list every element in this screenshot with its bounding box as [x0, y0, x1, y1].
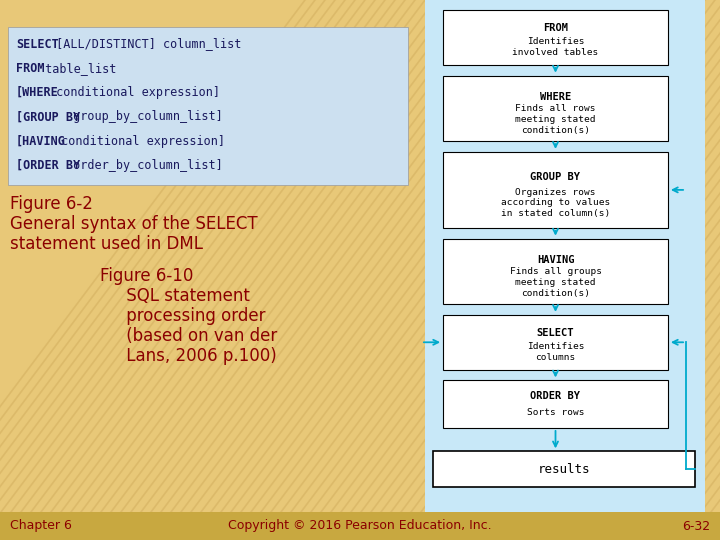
Text: SQL statement: SQL statement	[100, 287, 250, 305]
Bar	[443, 76, 668, 141]
Text: Finds all rows
meeting stated
condition(s): Finds all rows meeting stated condition(…	[516, 104, 595, 135]
Text: [GROUP BY: [GROUP BY	[16, 111, 80, 124]
Text: group_by_column_list]: group_by_column_list]	[66, 111, 222, 124]
Text: SELECT: SELECT	[16, 37, 59, 51]
Text: [ALL/DISTINCT] column_list: [ALL/DISTINCT] column_list	[49, 37, 241, 51]
Text: FROM: FROM	[543, 23, 568, 33]
Text: conditional expression]: conditional expression]	[49, 86, 220, 99]
Text: Finds all groups
meeting stated
condition(s): Finds all groups meeting stated conditio…	[510, 267, 601, 298]
Text: HAVING: HAVING	[536, 255, 575, 265]
Text: statement used in DML: statement used in DML	[10, 235, 203, 253]
Bar	[443, 380, 668, 428]
Text: Identifies
involved tables: Identifies involved tables	[513, 37, 598, 57]
Text: (based on van der: (based on van der	[100, 327, 277, 345]
Text: [WHERE: [WHERE	[16, 86, 59, 99]
Bar	[425, 0, 705, 512]
Text: Sorts rows: Sorts rows	[527, 408, 584, 417]
Text: ORDER BY: ORDER BY	[531, 391, 580, 401]
Bar	[443, 152, 668, 228]
Text: Copyright © 2016 Pearson Education, Inc.: Copyright © 2016 Pearson Education, Inc.	[228, 519, 492, 532]
Text: GROUP BY: GROUP BY	[531, 172, 580, 182]
Text: WHERE: WHERE	[540, 92, 571, 102]
Bar	[0, 512, 720, 540]
Text: [ORDER BY: [ORDER BY	[16, 159, 80, 172]
Text: SELECT: SELECT	[536, 328, 575, 338]
Text: conditional expression]: conditional expression]	[55, 135, 225, 148]
Text: 6-32: 6-32	[682, 519, 710, 532]
Text: FROM: FROM	[16, 62, 45, 75]
Text: Organizes rows
according to values
in stated column(s): Organizes rows according to values in st…	[501, 187, 610, 218]
Text: Identifies
columns: Identifies columns	[527, 342, 584, 361]
Text: results: results	[538, 463, 590, 476]
Bar	[443, 10, 668, 65]
Text: Figure 6-2: Figure 6-2	[10, 195, 93, 213]
Bar	[8, 27, 408, 185]
Text: order_by_column_list]: order_by_column_list]	[66, 159, 222, 172]
Text: General syntax of the SELECT: General syntax of the SELECT	[10, 215, 258, 233]
Text: processing order: processing order	[100, 307, 266, 325]
Text: Figure 6-10: Figure 6-10	[100, 267, 194, 285]
Bar	[443, 315, 668, 370]
Bar	[443, 239, 668, 304]
Text: table_list: table_list	[38, 62, 117, 75]
Bar	[433, 451, 695, 487]
Text: Chapter 6: Chapter 6	[10, 519, 72, 532]
Text: [HAVING: [HAVING	[16, 135, 66, 148]
Text: Lans, 2006 p.100): Lans, 2006 p.100)	[100, 347, 276, 365]
